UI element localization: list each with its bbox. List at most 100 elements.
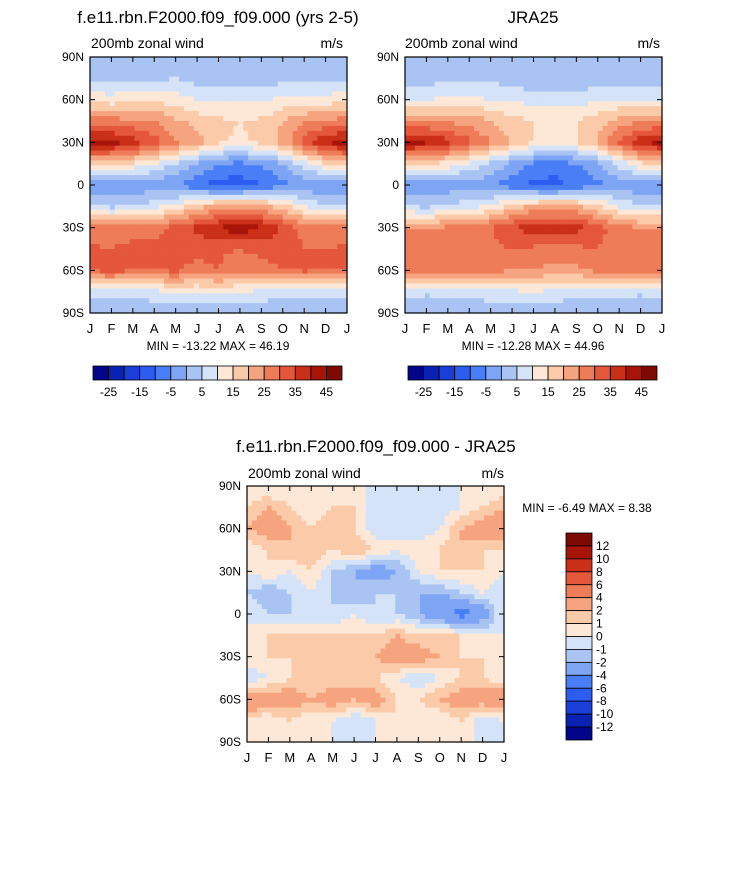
heatmap-cell <box>342 155 348 161</box>
heatmap-cell <box>602 96 609 102</box>
heatmap-cell <box>297 263 304 270</box>
heatmap-cell <box>243 71 249 78</box>
heatmap-cell <box>104 185 111 191</box>
heatmap-cell <box>327 189 333 196</box>
heatmap-cell <box>174 229 180 235</box>
heatmap-cell <box>489 185 495 191</box>
heatmap-cell <box>405 57 411 63</box>
heatmap-cell <box>218 165 225 171</box>
heatmap-cell <box>144 293 150 299</box>
heatmap-cell <box>429 253 436 260</box>
heatmap-cell <box>312 121 318 127</box>
heatmap-cell <box>424 263 431 270</box>
heatmap-cell <box>159 204 165 211</box>
heatmap-cell <box>223 86 229 93</box>
heatmap-cell <box>582 61 589 68</box>
heatmap-cell <box>149 145 155 152</box>
heatmap-cell <box>297 155 304 161</box>
heatmap-cell <box>90 91 96 97</box>
heatmap-cell <box>577 106 584 112</box>
heatmap-cell <box>129 165 136 171</box>
heatmap-cell <box>174 244 180 250</box>
heatmap-cell <box>94 249 101 255</box>
heatmap-cell <box>419 253 426 260</box>
heatmap-cell <box>602 140 609 147</box>
heatmap-cell <box>573 175 579 181</box>
heatmap-cell <box>183 111 190 117</box>
heatmap-cell <box>424 204 431 211</box>
heatmap-cell <box>434 204 441 211</box>
heatmap-cell <box>297 209 304 216</box>
heatmap-cell <box>582 101 589 107</box>
heatmap-cell <box>208 57 215 63</box>
heatmap-cell <box>178 185 185 191</box>
heatmap-cell <box>114 214 121 221</box>
heatmap-cell <box>104 214 111 221</box>
heatmap-cell <box>553 160 559 166</box>
heatmap-cell <box>124 81 131 88</box>
heatmap-cell <box>587 140 594 147</box>
heatmap-cell <box>124 258 131 265</box>
heatmap-cell <box>597 244 604 250</box>
heatmap-cell <box>637 96 643 102</box>
heatmap-cell <box>292 175 299 181</box>
heatmap-cell <box>652 194 658 201</box>
heatmap-cell <box>248 180 254 186</box>
y-tick-label: 60N <box>62 93 84 107</box>
heatmap-cell <box>218 268 225 275</box>
heatmap-cell <box>198 121 205 127</box>
heatmap-cell <box>193 71 200 78</box>
heatmap-cell <box>652 234 658 240</box>
heatmap-cell <box>262 189 269 196</box>
heatmap-cell <box>253 125 259 132</box>
heatmap-cell <box>183 61 190 68</box>
heatmap-cell <box>104 253 111 260</box>
heatmap-cell <box>518 135 525 142</box>
heatmap-cell <box>553 76 559 83</box>
heatmap-cell <box>169 229 175 235</box>
heatmap-cell <box>434 249 441 255</box>
heatmap-cell <box>508 239 515 245</box>
heatmap-cell <box>277 86 284 93</box>
heatmap-cell <box>568 180 574 186</box>
heatmap-cell <box>114 194 121 201</box>
heatmap-cell <box>277 150 284 157</box>
heatmap-cell <box>104 229 111 235</box>
heatmap-cell <box>568 71 574 78</box>
heatmap-cell <box>90 130 96 137</box>
heatmap-cell <box>258 244 264 250</box>
heatmap-cell <box>267 308 274 314</box>
heatmap-cell <box>474 91 480 97</box>
heatmap-cell <box>632 258 638 265</box>
heatmap-cell <box>99 273 106 280</box>
heatmap-cell <box>642 76 648 83</box>
heatmap-cell <box>253 273 259 280</box>
heatmap-cell <box>267 263 274 270</box>
heatmap-cell <box>90 71 96 78</box>
heatmap-cell <box>238 111 244 117</box>
heatmap-cell <box>498 140 505 147</box>
heatmap-cell <box>622 155 628 161</box>
heatmap-cell <box>282 239 289 245</box>
heatmap-cell <box>459 155 465 161</box>
heatmap-cell <box>489 189 495 196</box>
heatmap-cell <box>518 214 525 221</box>
heatmap-cell <box>238 219 244 225</box>
heatmap-cell <box>228 253 234 260</box>
heatmap-cell <box>558 155 564 161</box>
heatmap-cell <box>124 194 131 201</box>
heatmap-cell <box>144 194 150 201</box>
heatmap-cell <box>154 268 160 275</box>
heatmap-cell <box>523 135 530 142</box>
heatmap-cell <box>94 244 101 250</box>
heatmap-cell <box>198 135 205 142</box>
heatmap-cell <box>99 283 106 289</box>
heatmap-cell <box>312 170 318 176</box>
heatmap-cell <box>183 140 190 147</box>
heatmap-cell <box>297 160 304 166</box>
heatmap-cell <box>622 244 628 250</box>
heatmap-cell <box>94 239 101 245</box>
heatmap-cell <box>573 180 579 186</box>
heatmap-cell <box>198 160 205 166</box>
heatmap-cell <box>287 121 294 127</box>
